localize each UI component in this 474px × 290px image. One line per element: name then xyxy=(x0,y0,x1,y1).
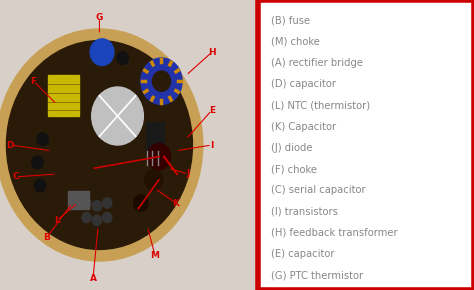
Text: D: D xyxy=(7,140,14,150)
Circle shape xyxy=(32,156,43,169)
Circle shape xyxy=(92,215,101,226)
Text: H: H xyxy=(208,48,216,57)
Circle shape xyxy=(147,144,171,170)
Circle shape xyxy=(91,87,143,145)
Text: F: F xyxy=(30,77,36,86)
Circle shape xyxy=(145,170,163,190)
Text: (M) choke: (M) choke xyxy=(271,37,320,47)
Text: J: J xyxy=(187,169,190,179)
Text: (B) fuse: (B) fuse xyxy=(271,15,310,25)
Text: I: I xyxy=(210,140,213,150)
Circle shape xyxy=(7,41,192,249)
Text: (K) Capacitor: (K) Capacitor xyxy=(271,122,337,132)
Bar xyxy=(48,75,79,116)
Circle shape xyxy=(90,39,114,66)
Circle shape xyxy=(153,71,171,91)
Text: B: B xyxy=(43,233,50,242)
Text: (L) NTC (thermistor): (L) NTC (thermistor) xyxy=(271,100,370,110)
Text: G: G xyxy=(96,13,103,22)
Text: A: A xyxy=(90,274,97,283)
Text: (G) PTC thermistor: (G) PTC thermistor xyxy=(271,271,364,280)
Circle shape xyxy=(82,212,91,223)
Circle shape xyxy=(37,133,48,146)
Text: (J) diode: (J) diode xyxy=(271,143,313,153)
Text: (D) capacitor: (D) capacitor xyxy=(271,79,336,89)
Text: E: E xyxy=(209,106,215,115)
Circle shape xyxy=(134,195,148,211)
Text: (H) feedback transformer: (H) feedback transformer xyxy=(271,228,398,238)
Text: (I) transistors: (I) transistors xyxy=(271,207,338,217)
Text: (C) serial capacitor: (C) serial capacitor xyxy=(271,185,366,195)
Circle shape xyxy=(92,201,101,211)
Bar xyxy=(68,191,89,209)
Circle shape xyxy=(82,198,91,208)
Text: (F) choke: (F) choke xyxy=(271,164,317,174)
Text: K: K xyxy=(172,198,179,208)
Circle shape xyxy=(117,52,128,64)
Circle shape xyxy=(0,29,203,261)
Text: C: C xyxy=(12,172,19,182)
Circle shape xyxy=(34,179,46,192)
Circle shape xyxy=(102,198,112,208)
Circle shape xyxy=(102,212,112,223)
Bar xyxy=(146,122,164,151)
Text: L: L xyxy=(54,216,60,225)
Text: (E) capacitor: (E) capacitor xyxy=(271,249,335,259)
Text: (A) rectifier bridge: (A) rectifier bridge xyxy=(271,58,363,68)
Text: M: M xyxy=(151,251,159,260)
Circle shape xyxy=(141,58,182,104)
